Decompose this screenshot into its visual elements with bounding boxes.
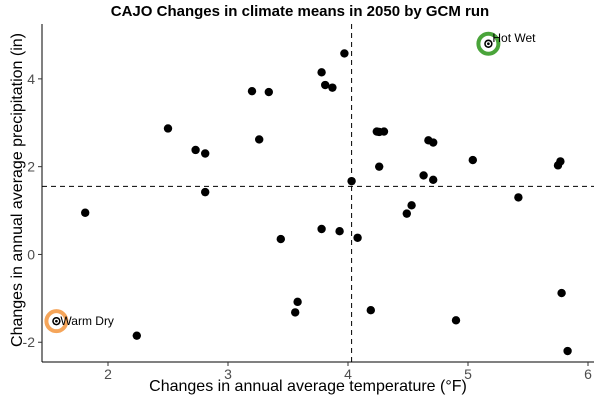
annotations: Hot Wet Warm Dry bbox=[60, 31, 536, 328]
data-point bbox=[375, 162, 384, 171]
data-point bbox=[291, 308, 300, 317]
data-point bbox=[429, 138, 438, 147]
data-point bbox=[81, 208, 90, 217]
y-tick-label: -2 bbox=[23, 334, 36, 350]
data-point bbox=[557, 288, 566, 298]
chart-title: CAJO Changes in climate means in 2050 by… bbox=[111, 3, 489, 20]
x-tick-label: 4 bbox=[344, 366, 352, 382]
data-point bbox=[563, 346, 572, 356]
x-tick-label: 6 bbox=[584, 366, 592, 382]
plot-area: Hot Wet Warm Dry bbox=[42, 24, 594, 362]
data-point bbox=[419, 171, 428, 180]
data-point bbox=[264, 87, 273, 97]
data-point bbox=[163, 124, 173, 133]
data-point bbox=[484, 39, 493, 48]
y-axis-ticks: -2 0 2 4 bbox=[23, 71, 42, 350]
x-tick-label: 2 bbox=[104, 366, 112, 382]
data-point bbox=[255, 135, 264, 144]
data-point bbox=[132, 331, 141, 340]
axes: 2 3 4 5 6 -2 0 2 4 bbox=[23, 24, 594, 382]
data-point bbox=[293, 297, 302, 307]
highlight-label: Hot Wet bbox=[492, 31, 536, 45]
data-points bbox=[52, 39, 572, 356]
data-point bbox=[52, 316, 61, 326]
data-point bbox=[247, 86, 257, 96]
highlight-center bbox=[53, 318, 60, 324]
data-point bbox=[276, 234, 285, 244]
data-point bbox=[321, 80, 330, 90]
y-tick-label: 4 bbox=[27, 71, 35, 87]
data-point bbox=[335, 226, 344, 236]
data-point bbox=[451, 316, 461, 325]
highlight-centers bbox=[53, 41, 492, 324]
data-point bbox=[317, 224, 326, 234]
data-point bbox=[366, 306, 375, 315]
data-point bbox=[201, 149, 210, 158]
reference-lines bbox=[42, 24, 594, 362]
data-point bbox=[429, 175, 438, 185]
data-point bbox=[556, 157, 565, 166]
highlight-label: Warm Dry bbox=[60, 314, 114, 328]
data-point bbox=[317, 68, 326, 77]
highlight-center bbox=[485, 41, 492, 47]
x-axis-ticks: 2 3 4 5 6 bbox=[104, 362, 592, 382]
data-point bbox=[468, 155, 477, 165]
data-point bbox=[328, 83, 337, 92]
data-point bbox=[379, 127, 389, 136]
data-point bbox=[402, 209, 411, 218]
data-point bbox=[407, 201, 416, 210]
data-point bbox=[514, 193, 523, 202]
x-tick-label: 5 bbox=[464, 366, 472, 382]
y-tick-label: 2 bbox=[27, 159, 35, 175]
data-point bbox=[191, 145, 200, 155]
data-point bbox=[340, 49, 349, 58]
y-axis-title: Changes in annual average precipitation … bbox=[9, 33, 26, 347]
data-point bbox=[201, 187, 210, 197]
x-axis-title: Changes in annual average temperature (°… bbox=[149, 378, 467, 395]
y-tick-label: 0 bbox=[27, 246, 35, 262]
data-point bbox=[353, 233, 362, 242]
data-point bbox=[347, 176, 356, 186]
x-tick-label: 3 bbox=[224, 366, 232, 382]
